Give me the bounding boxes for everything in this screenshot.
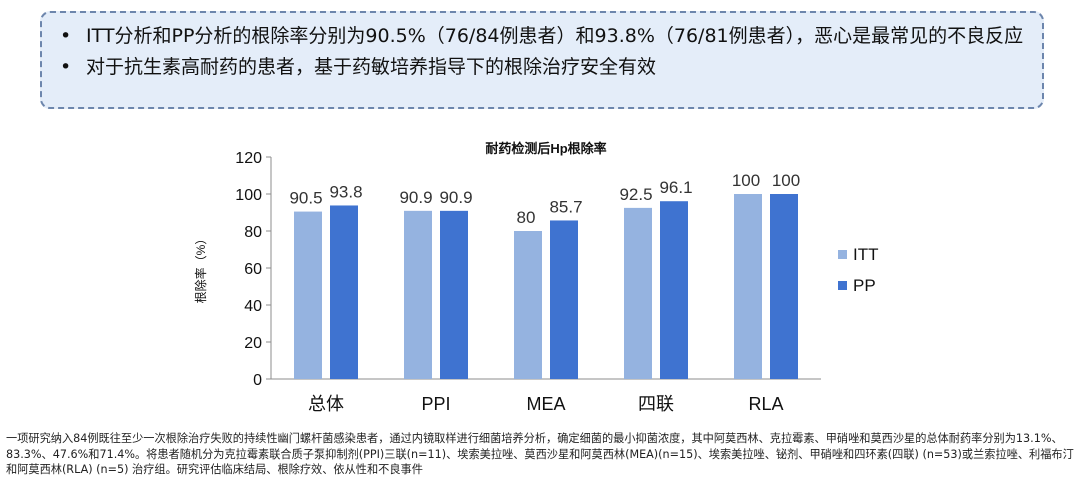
data-label: 96.1 [659,178,692,197]
legend-label: PP [853,276,876,295]
y-tick-label: 80 [244,224,262,241]
data-label: 90.5 [289,189,322,208]
data-label: 90.9 [439,188,472,207]
summary-bullet: • ITT分析和PP分析的根除率分别为90.5%（76/84例患者）和93.8%… [60,21,1026,52]
x-tick-label: 四联 [638,394,674,414]
bar-pp [770,194,798,379]
bar-itt [404,210,432,379]
y-tick-label: 120 [235,150,262,167]
summary-bullet: • 对于抗生素高耐药的患者，基于药敏培养指导下的根除治疗安全有效 [60,52,1026,83]
y-tick-label: 40 [244,298,262,315]
y-axis-label: 根除率（%） [193,233,208,304]
x-tick-label: RLA [748,394,783,414]
data-label: 93.8 [329,182,362,201]
data-label: 85.7 [549,197,582,216]
bar-chart: 耐药检测后Hp根除率 0 20 40 60 80 100 120 根除率（%） 90.5 93.8 总… [193,141,879,414]
bar-itt [294,211,322,379]
data-label: 80 [517,208,536,227]
y-tick-label: 100 [235,187,262,204]
data-label: 100 [772,171,800,190]
bar-itt [734,194,762,379]
bar-itt [514,231,542,379]
bar-pp [440,210,468,379]
y-tick-label: 20 [244,335,262,352]
bullet-dot: • [60,56,72,78]
legend-label: ITT [853,245,879,264]
x-tick-label: PPI [421,394,450,414]
summary-bullet-text: ITT分析和PP分析的根除率分别为90.5%（76/84例患者）和93.8%（7… [86,25,1024,47]
legend-swatch [838,281,847,290]
data-label: 92.5 [619,185,652,204]
bar-pp [660,201,688,379]
chart-title: 耐药检测后Hp根除率 [485,141,606,156]
summary-box: • ITT分析和PP分析的根除率分别为90.5%（76/84例患者）和93.8%… [40,11,1044,109]
bar-pp [330,205,358,379]
data-label: 100 [732,171,760,190]
bullet-dot: • [60,25,72,47]
data-label: 90.9 [399,188,432,207]
bar-itt [624,207,652,379]
y-tick-label: 60 [244,261,262,278]
y-tick-label: 0 [253,372,262,389]
footnote: 一项研究纳入84例既往至少一次根除治疗失败的持续性幽门螺杆菌感染患者，通过内镜取… [6,432,1074,476]
x-tick-label: 总体 [308,394,344,414]
summary-bullet-text: 对于抗生素高耐药的患者，基于药敏培养指导下的根除治疗安全有效 [86,56,657,78]
bar-pp [550,220,578,379]
legend-swatch [838,250,847,259]
x-tick-label: MEA [526,394,565,414]
